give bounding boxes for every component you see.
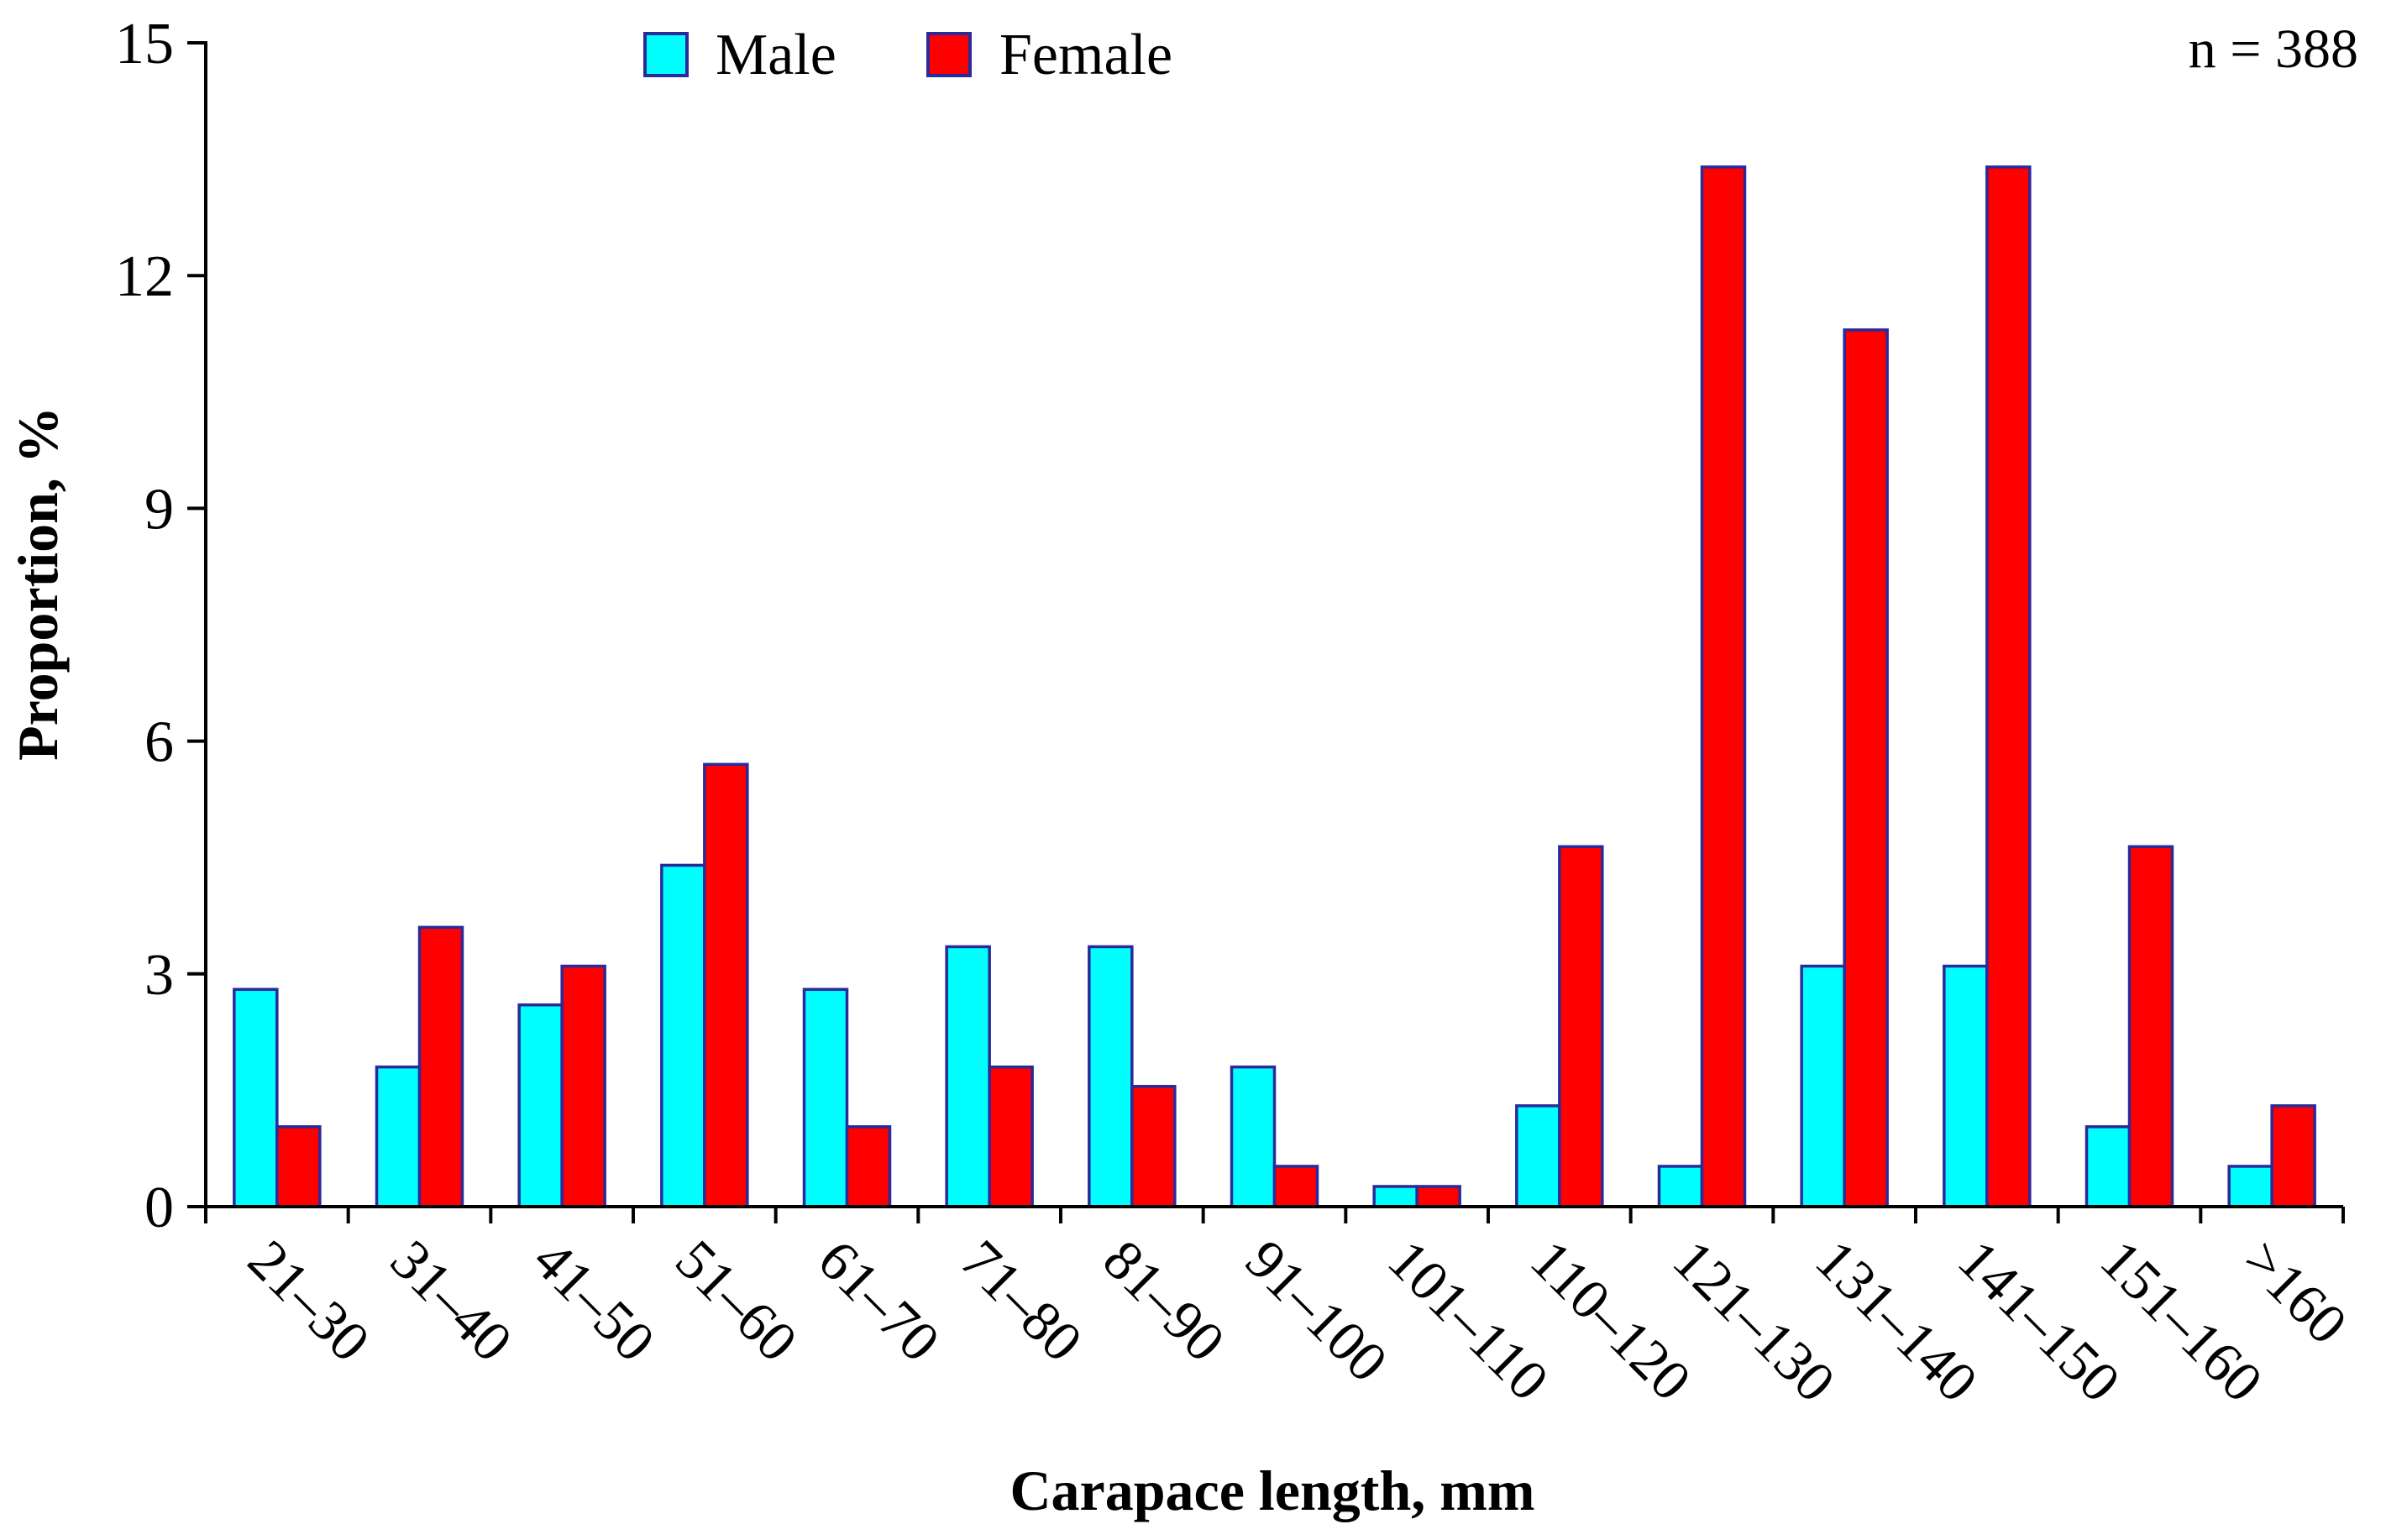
bar-male-14 [2227,1165,2273,1208]
bar-male-4 [802,987,849,1208]
bar-female-12 [1985,165,2032,1208]
bars-group [233,165,2316,1208]
bar-male-8 [1372,1185,1418,1208]
bar-male-9 [1515,1104,1561,1208]
x-tick-label-2: 41–50 [522,1228,668,1374]
bar-male-5 [945,945,991,1208]
bar-female-5 [988,1065,1034,1208]
x-tick-label-14: >160 [2231,1228,2360,1356]
y-tick-label-12: 12 [115,244,174,309]
x-tick-label-1: 31–40 [379,1228,525,1374]
bar-male-3 [660,863,706,1208]
bar-male-2 [517,1003,564,1208]
bar-male-0 [233,987,279,1208]
x-tick-label-9: 110–120 [1518,1228,1703,1412]
x-tick-label-5: 71–80 [949,1228,1095,1374]
bar-female-4 [845,1125,892,1208]
bar-female-11 [1843,328,1889,1208]
x-tick-labels: 21–3031–4041–5051–6061–7071–8081–9091–10… [236,1228,2359,1414]
x-tick-label-0: 21–30 [236,1228,382,1374]
y-tick-label-0: 0 [144,1176,174,1240]
y-tick-label-6: 6 [144,710,174,775]
bar-male-7 [1230,1065,1277,1208]
bar-female-7 [1272,1165,1319,1208]
bar-male-13 [2084,1125,2132,1208]
bar-female-3 [703,762,749,1208]
x-axis-title: Carapace length, mm [1009,1459,1534,1522]
x-tick-label-3: 51–60 [663,1228,810,1374]
axes [204,41,2343,1208]
bar-female-9 [1558,845,1604,1208]
bar-male-6 [1088,945,1134,1208]
bar-male-11 [1800,964,1846,1208]
y-axis-title: Proportion, % [6,406,70,761]
legend-label-male: Male [716,23,836,87]
legend: Male Female [643,23,1172,87]
bar-female-14 [2270,1104,2316,1208]
bar-male-1 [375,1065,422,1208]
bar-female-8 [1415,1185,1461,1208]
bar-male-12 [1943,964,1989,1208]
axes-ticks [187,41,2345,1223]
y-tick-label-15: 15 [115,12,174,76]
legend-swatch-male [643,32,689,77]
bar-female-10 [1700,165,1747,1208]
x-tick-label-4: 61–70 [806,1228,952,1374]
bar-female-6 [1130,1085,1177,1208]
y-tick-label-9: 9 [144,477,174,542]
sample-size-annotation: n = 388 [2189,18,2358,80]
bar-female-1 [417,925,464,1208]
legend-swatch-female [926,32,972,77]
bar-female-2 [560,964,606,1208]
x-tick-label-8: 101–110 [1377,1228,1561,1412]
bar-female-0 [275,1125,322,1208]
x-tick-label-6: 81–90 [1091,1228,1237,1374]
bar-female-13 [2127,845,2174,1208]
x-tick-label-7: 91–100 [1234,1228,1400,1394]
legend-label-female: Female [999,23,1172,87]
y-tick-labels: 0 3 6 9 12 15 [115,12,174,1240]
bar-male-10 [1657,1165,1704,1208]
y-tick-label-3: 3 [144,943,174,1008]
